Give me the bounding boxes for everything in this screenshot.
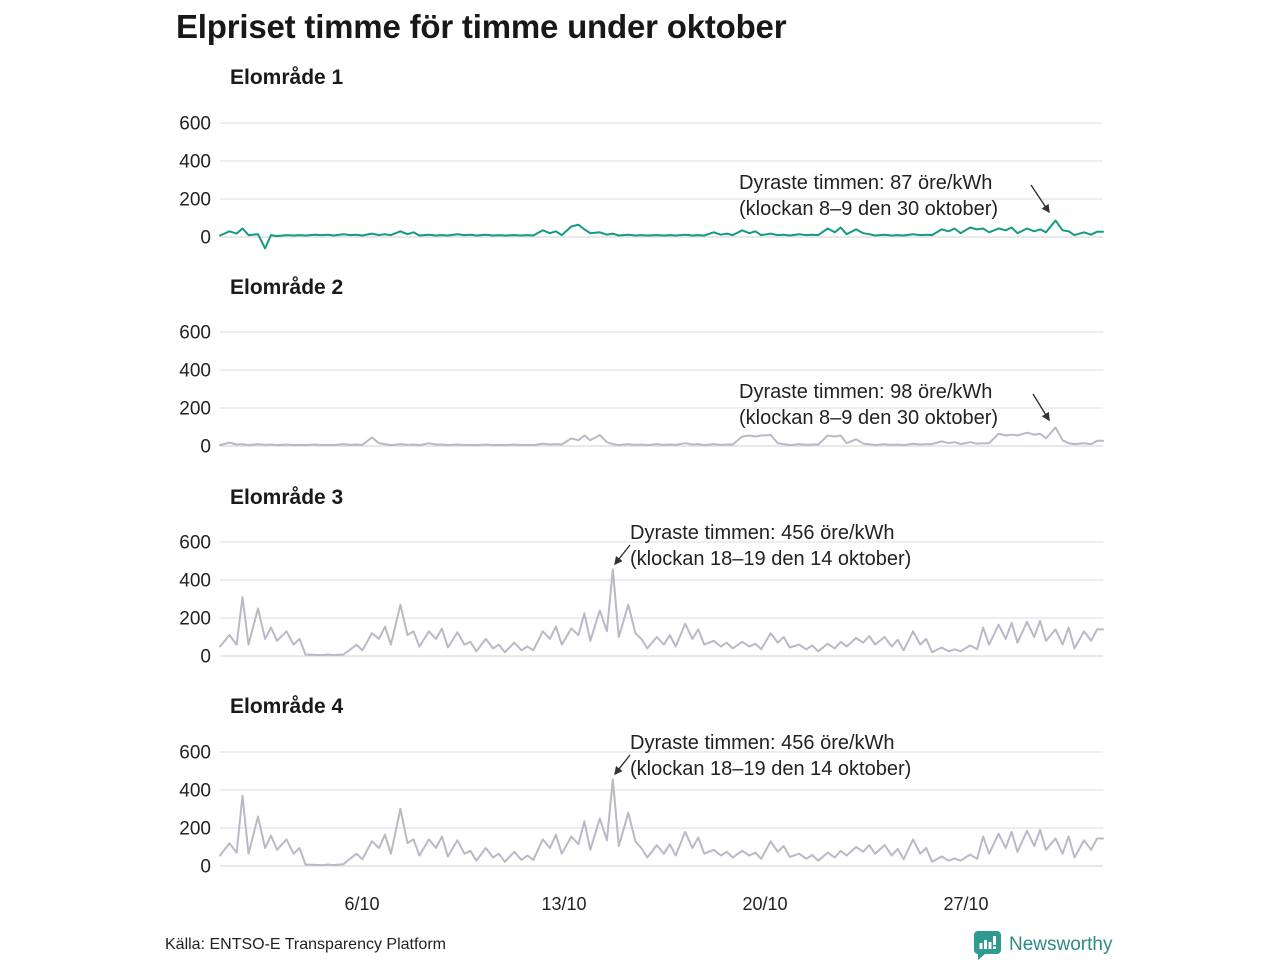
line-chart-elomrade-2: 600 400 200 0 [179, 323, 1104, 458]
line-chart-elomrade-1: 600 400 200 0 [179, 114, 1104, 250]
x-tick-label: 6/10 [344, 894, 380, 914]
annotation-elomrade-4: Dyraste timmen: 456 öre/kWh (klockan 18–… [630, 730, 911, 782]
annotation-arrow-icon [614, 754, 631, 776]
brand-lockup: Newsworthy [974, 930, 1113, 960]
annotation-line-1: Dyraste timmen: 456 öre/kWh [630, 522, 895, 544]
line-chart-elomrade-3: 600 400 200 0 [179, 533, 1104, 668]
annotation-arrow-icon [614, 544, 631, 566]
annotation-line-2: (klockan 8–9 den 30 oktober) [739, 198, 999, 220]
annotation-line-2: (klockan 18–19 den 14 oktober) [630, 548, 912, 570]
annotation-arrow-icon [1032, 393, 1050, 422]
annotation-line-2: (klockan 18–19 den 14 oktober) [630, 758, 912, 780]
y-tick-label: 0 [200, 437, 211, 458]
annotation-arrow-icon [1030, 184, 1050, 214]
y-tick-label: 400 [179, 781, 211, 802]
annotation-line-1: Dyraste timmen: 87 öre/kWh [739, 172, 993, 194]
price-line [219, 426, 1104, 447]
y-tick-label: 400 [179, 361, 211, 382]
x-tick-label: 27/10 [943, 894, 989, 914]
annotation-line-1: Dyraste timmen: 98 öre/kWh [739, 381, 993, 403]
y-tick-label: 200 [179, 609, 211, 630]
panel-title-elomrade-1: Elområde 1 [230, 66, 344, 89]
annotation-line-1: Dyraste timmen: 456 öre/kWh [630, 732, 895, 754]
annotation-elomrade-2: Dyraste timmen: 98 öre/kWh (klockan 8–9 … [739, 379, 998, 431]
x-tick-label: 13/10 [541, 894, 587, 914]
price-line [219, 219, 1104, 250]
page-title: Elpriset timme för timme under oktober [176, 8, 787, 45]
x-tick-label: 20/10 [742, 894, 788, 914]
newsworthy-logo-icon [974, 930, 1001, 960]
brand-name: Newsworthy [1009, 934, 1113, 955]
y-tick-label: 200 [179, 399, 211, 420]
annotation-line-2: (klockan 8–9 den 30 oktober) [739, 407, 999, 429]
line-chart-elomrade-4: 600 400 200 0 [179, 743, 1104, 878]
y-tick-label: 0 [200, 857, 211, 878]
y-tick-label: 200 [179, 190, 211, 211]
annotation-elomrade-1: Dyraste timmen: 87 öre/kWh (klockan 8–9 … [739, 170, 998, 222]
y-tick-label: 600 [179, 323, 211, 344]
y-tick-label: 600 [179, 743, 211, 764]
y-tick-label: 400 [179, 571, 211, 592]
y-tick-label: 400 [179, 152, 211, 173]
price-line [219, 568, 1104, 657]
y-tick-label: 600 [179, 533, 211, 554]
price-line [219, 778, 1104, 867]
annotation-elomrade-3: Dyraste timmen: 456 öre/kWh (klockan 18–… [630, 520, 911, 572]
y-tick-label: 0 [200, 228, 211, 249]
panel-title-elomrade-4: Elområde 4 [230, 695, 344, 718]
panel-title-elomrade-3: Elområde 3 [230, 486, 344, 509]
y-tick-label: 600 [179, 114, 211, 135]
x-axis-labels: 6/10 13/10 20/10 27/10 [0, 894, 1280, 918]
panel-title-elomrade-2: Elområde 2 [230, 276, 344, 299]
y-tick-label: 0 [200, 647, 211, 668]
source-note: Källa: ENTSO-E Transparency Platform [165, 936, 446, 953]
y-tick-label: 200 [179, 819, 211, 840]
